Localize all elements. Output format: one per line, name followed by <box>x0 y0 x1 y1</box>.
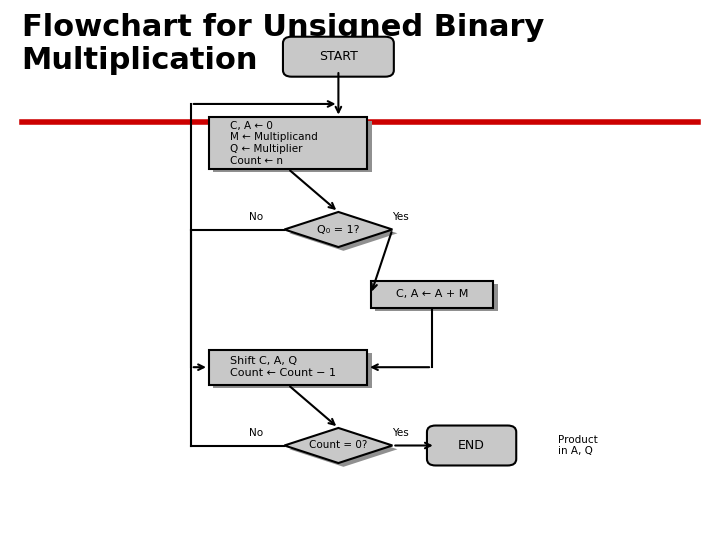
Text: Flowchart for Unsigned Binary
Multiplication: Flowchart for Unsigned Binary Multiplica… <box>22 14 544 75</box>
FancyBboxPatch shape <box>375 284 498 311</box>
Polygon shape <box>284 428 392 463</box>
Text: Product
in A, Q: Product in A, Q <box>558 435 598 456</box>
FancyBboxPatch shape <box>427 426 516 465</box>
Text: START: START <box>319 50 358 63</box>
FancyBboxPatch shape <box>213 120 372 172</box>
FancyBboxPatch shape <box>213 353 372 388</box>
Polygon shape <box>284 212 392 247</box>
FancyBboxPatch shape <box>371 281 493 308</box>
FancyBboxPatch shape <box>209 350 367 384</box>
Polygon shape <box>289 432 397 467</box>
Text: Shift C, A, Q
Count ← Count − 1: Shift C, A, Q Count ← Count − 1 <box>230 356 336 378</box>
FancyBboxPatch shape <box>283 37 394 77</box>
FancyBboxPatch shape <box>209 117 367 168</box>
Text: No: No <box>248 212 263 222</box>
Text: Yes: Yes <box>392 212 409 222</box>
Text: C, A ← 0
M ← Multiplicand
Q ← Multiplier
Count ← n: C, A ← 0 M ← Multiplicand Q ← Multiplier… <box>230 121 318 165</box>
Polygon shape <box>289 215 397 251</box>
Text: No: No <box>248 428 263 438</box>
Text: Count = 0?: Count = 0? <box>309 441 368 450</box>
Text: Yes: Yes <box>392 428 409 438</box>
Text: C, A ← A + M: C, A ← A + M <box>396 289 469 299</box>
Text: Q₀ = 1?: Q₀ = 1? <box>317 225 360 234</box>
Text: END: END <box>458 439 485 452</box>
